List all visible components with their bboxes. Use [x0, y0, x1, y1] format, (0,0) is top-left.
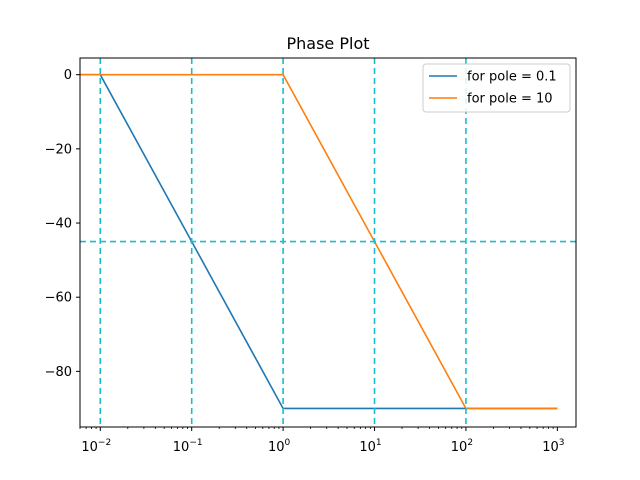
x-tick-label: 10−2 [81, 438, 111, 455]
legend-box [422, 63, 571, 113]
axes: 0 −20 −40 −60 −80 10−2 10−1 100 101 102 103 [45, 68, 565, 455]
y-tick-label: −80 [45, 365, 72, 380]
y-tick-label: −20 [45, 142, 72, 157]
x-tick-label: 100 [268, 438, 291, 455]
x-tick-label: 101 [359, 438, 381, 455]
x-tick-label: 10−1 [173, 438, 203, 455]
x-tick-label: 102 [451, 438, 473, 455]
y-tick-label: −60 [45, 291, 72, 306]
y-tick-label: −40 [45, 217, 72, 232]
legend-label-2: for pole = 10 [467, 92, 553, 107]
y-tick-label: 0 [64, 68, 72, 83]
legend: for pole = 0.1 for pole = 10 [422, 63, 571, 113]
chart-title: Phase Plot [286, 34, 369, 53]
plot-area [80, 58, 576, 427]
x-tick-label: 103 [542, 438, 564, 455]
legend-label-1: for pole = 0.1 [467, 70, 557, 85]
plot-frame [79, 57, 577, 428]
